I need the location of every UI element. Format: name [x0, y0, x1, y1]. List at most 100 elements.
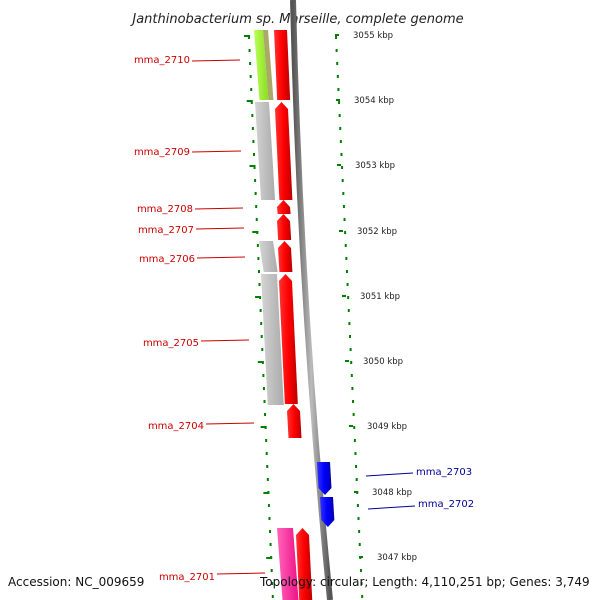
- inner-tick-mark: [263, 400, 266, 403]
- minor-tick-mark: [354, 452, 357, 455]
- inner-major-tick: [263, 492, 270, 494]
- gene-arrow[interactable]: [278, 241, 293, 272]
- gene-leader-line: [216, 572, 266, 575]
- minor-tick-mark: [348, 335, 351, 338]
- major-tick-mark: [345, 360, 349, 362]
- inner-tick-mark: [264, 413, 267, 416]
- minor-tick-mark: [344, 231, 347, 234]
- inner-major-tick: [246, 100, 253, 102]
- tick-label: 3050 kbp: [363, 357, 403, 367]
- inner-tick-mark: [265, 439, 268, 442]
- inner-tick-mark: [265, 452, 268, 455]
- minor-tick-mark: [345, 257, 348, 260]
- inner-major-tick: [255, 296, 262, 298]
- minor-tick-mark: [335, 49, 338, 52]
- minor-tick-mark: [341, 179, 344, 182]
- gene-label[interactable]: mma_2707: [138, 225, 194, 236]
- minor-tick-mark: [347, 309, 350, 312]
- minor-tick-mark: [360, 582, 363, 585]
- minor-tick-mark: [352, 400, 355, 403]
- gene-arrow[interactable]: [279, 274, 298, 404]
- minor-tick-mark: [343, 218, 346, 221]
- gene-arrow[interactable]: [277, 200, 291, 214]
- minor-tick-mark: [339, 127, 342, 130]
- inner-tick-mark: [254, 192, 257, 195]
- inner-tick-mark: [268, 517, 271, 520]
- inner-tick-mark: [256, 244, 259, 247]
- cog-block-green: [254, 30, 269, 100]
- gene-label[interactable]: mma_2705: [143, 338, 199, 349]
- cog-block-gray: [259, 241, 278, 272]
- minor-tick-mark: [342, 205, 345, 208]
- gene-label[interactable]: mma_2709: [134, 147, 190, 158]
- inner-tick-mark: [254, 179, 257, 182]
- gene-label[interactable]: mma_2706: [139, 254, 195, 265]
- inner-tick-mark: [261, 348, 264, 351]
- minor-tick-mark: [355, 465, 358, 468]
- inner-major-tick: [249, 165, 256, 167]
- gene-arrow[interactable]: [320, 497, 335, 527]
- tick-label: 3054 kbp: [354, 96, 394, 106]
- gene-label[interactable]: mma_2704: [148, 421, 204, 432]
- inner-tick-mark: [258, 283, 261, 286]
- inner-tick-mark: [269, 543, 272, 546]
- minor-tick-mark: [352, 413, 355, 416]
- gene-leader-line: [195, 227, 245, 230]
- inner-tick-mark: [259, 309, 262, 312]
- inner-major-tick: [252, 231, 259, 233]
- cog-block-olive: [263, 30, 274, 100]
- inner-major-tick: [257, 361, 264, 363]
- inner-tick-mark: [271, 582, 274, 585]
- gene-arrow[interactable]: [296, 528, 313, 600]
- gene-label[interactable]: mma_2708: [137, 204, 193, 215]
- gene-arrow[interactable]: [287, 404, 302, 438]
- gene-arrow[interactable]: [274, 30, 291, 100]
- gene-arrow[interactable]: [277, 214, 292, 240]
- inner-tick-mark: [267, 504, 270, 507]
- gene-label[interactable]: mma_2710: [134, 55, 190, 66]
- cog-block-pink: [277, 528, 299, 600]
- inner-tick-mark: [250, 101, 253, 104]
- minor-tick-mark: [344, 244, 347, 247]
- inner-tick-mark: [262, 374, 265, 377]
- gene-label[interactable]: mma_2703: [416, 467, 472, 478]
- gene-label[interactable]: mma_2702: [418, 499, 474, 510]
- inner-tick-mark: [260, 322, 263, 325]
- tick-label: 3053 kbp: [355, 161, 395, 171]
- inner-major-tick: [260, 426, 267, 428]
- gene-arrow[interactable]: [317, 462, 332, 495]
- minor-tick-mark: [338, 114, 341, 117]
- inner-tick-mark: [252, 153, 255, 156]
- minor-tick-mark: [357, 517, 360, 520]
- inner-tick-mark: [266, 465, 269, 468]
- inner-tick-mark: [271, 595, 274, 598]
- inner-tick-mark: [266, 478, 269, 481]
- minor-tick-mark: [350, 361, 353, 364]
- minor-tick-mark: [345, 270, 348, 273]
- minor-tick-mark: [341, 166, 344, 169]
- gene-label[interactable]: mma_2701: [159, 572, 215, 583]
- minor-tick-mark: [349, 348, 352, 351]
- minor-tick-mark: [355, 478, 358, 481]
- tick-label: 3047 kbp: [377, 553, 417, 563]
- tick-label: 3051 kbp: [360, 292, 400, 302]
- gene-leader-line: [365, 472, 414, 477]
- minor-tick-mark: [356, 504, 359, 507]
- gene-arrow[interactable]: [275, 102, 293, 200]
- topology-text: Topology: circular; Length: 4,110,251 bp…: [259, 575, 590, 589]
- tick-label: 3055 kbp: [353, 31, 393, 41]
- minor-tick-mark: [358, 530, 361, 533]
- minor-tick-mark: [337, 88, 340, 91]
- minor-tick-mark: [351, 387, 354, 390]
- tick-label: 3048 kbp: [372, 488, 412, 498]
- major-tick-mark: [335, 34, 339, 36]
- inner-tick-mark: [257, 270, 260, 273]
- tick-label: 3052 kbp: [357, 227, 397, 237]
- minor-tick-mark: [350, 374, 353, 377]
- inner-tick-mark: [257, 257, 260, 260]
- major-tick-mark: [354, 491, 358, 493]
- inner-tick-mark: [253, 166, 256, 169]
- gene-labels: mma_2710 mma_2709 mma_2708 mma_2707 mma_2706…: [134, 55, 474, 583]
- inner-tick-mark: [252, 140, 255, 143]
- minor-tick-mark: [339, 140, 342, 143]
